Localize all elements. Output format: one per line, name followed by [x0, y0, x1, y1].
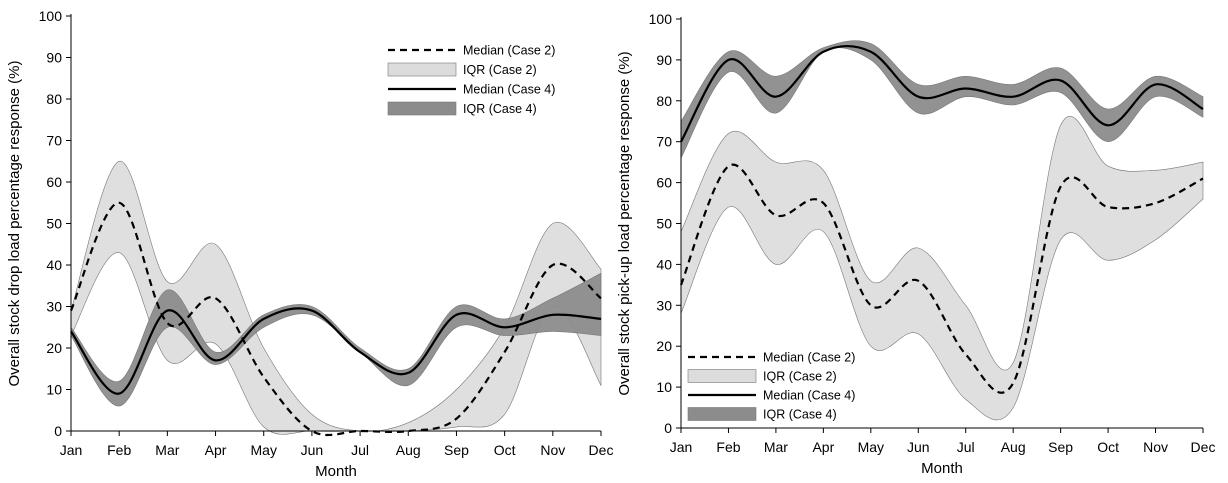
x-tick-label: Oct [1097, 439, 1119, 455]
x-tick-label: Jun [907, 439, 930, 455]
x-tick-label: Jun [301, 442, 324, 458]
legend-label: Median (Case 4) [763, 389, 855, 403]
legend-swatch-band [687, 407, 757, 421]
legend-label: IQR (Case 4) [463, 102, 537, 116]
y-tick-label: 80 [656, 93, 672, 109]
legend-label: IQR (Case 4) [763, 408, 837, 422]
plot-area [679, 40, 1204, 421]
y-tick-label: 10 [656, 379, 672, 395]
legend-label: IQR (Case 2) [463, 63, 537, 77]
x-tick-label: May [251, 442, 277, 458]
x-tick-label: May [858, 439, 884, 455]
legend: Median (Case 2) IQR (Case 2) Median (Case … [687, 351, 855, 422]
legend-label: IQR (Case 2) [763, 370, 837, 384]
legend-item: Median (Case 2) [388, 44, 555, 58]
y-tick-label: 40 [656, 256, 672, 272]
x-tick-label: Nov [1143, 439, 1168, 455]
iqr-band [680, 116, 1204, 421]
x-tick-label: Jul [957, 439, 975, 455]
y-tick-label: 90 [656, 52, 672, 68]
legend: Median (Case 2) IQR (Case 2) Median (Case … [387, 44, 555, 116]
y-tick-label: 100 [649, 11, 673, 27]
y-tick-label: 50 [656, 216, 672, 232]
y-tick-label: 100 [39, 8, 63, 24]
legend-item: Median (Case 4) [688, 389, 855, 403]
legend-item: IQR (Case 4) [387, 101, 537, 116]
legend-item: IQR (Case 2) [687, 369, 837, 384]
x-tick-label: Jul [351, 442, 369, 458]
axes: 0 10 20 30 40 50 60 70 80 90 100 Jan Feb Mar Apr May Jun… [649, 11, 1216, 455]
legend-swatch-band [387, 62, 457, 77]
x-tick-label: Mar [764, 439, 788, 455]
median-line-case-4 [70, 307, 602, 395]
axes: 0 10 20 30 40 50 60 70 80 90 100 Jan Feb Mar Apr May Jun… [39, 8, 614, 458]
y-tick-label: 20 [46, 340, 62, 356]
x-tick-label: Sep [1048, 439, 1073, 455]
y-axis-title: Overall stock pick-up load percentage re… [616, 51, 633, 395]
y-tick-label: 20 [656, 338, 672, 354]
legend-item: IQR (Case 2) [387, 62, 537, 77]
legend-item: Median (Case 2) [688, 351, 855, 365]
x-tick-label: Feb [716, 439, 740, 455]
x-tick-label: Jan [670, 439, 693, 455]
y-tick-label: 0 [664, 420, 672, 436]
x-tick-label: Jan [60, 442, 83, 458]
y-tick-label: 0 [54, 423, 62, 439]
legend-swatch-band [687, 369, 757, 383]
y-tick-label: 70 [46, 133, 62, 149]
y-tick-label: 60 [46, 174, 62, 190]
x-tick-label: Oct [494, 442, 516, 458]
iqr-band [680, 40, 1204, 159]
legend-item: IQR (Case 4) [687, 407, 837, 422]
y-tick-label: 50 [46, 216, 62, 232]
x-tick-label: Nov [540, 442, 565, 458]
x-tick-label: Dec [589, 442, 614, 458]
x-tick-label: Sep [444, 442, 469, 458]
legend-label: Median (Case 2) [763, 351, 855, 365]
x-axis-title: Month [315, 463, 357, 480]
x-tick-label: Mar [155, 442, 179, 458]
x-tick-label: Dec [1191, 439, 1216, 455]
y-tick-label: 70 [656, 134, 672, 150]
legend-label: Median (Case 2) [463, 44, 555, 58]
x-tick-label: Apr [812, 439, 834, 455]
drop-load-chart: 0 10 20 30 40 50 60 70 80 90 100 Jan Feb Mar Apr May Jun… [6, 8, 613, 480]
legend-item: Median (Case 4) [388, 83, 555, 97]
median-line-case-2 [679, 163, 1204, 394]
y-tick-label: 30 [46, 299, 62, 315]
iqr-band [70, 160, 602, 435]
y-tick-label: 60 [656, 175, 672, 191]
median-line-case-2 [69, 201, 602, 437]
pickup-load-chart: 0 10 20 30 40 50 60 70 80 90 100 Jan Feb Mar Apr May Jun… [616, 11, 1215, 477]
legend-label: Median (Case 4) [463, 83, 555, 97]
x-tick-label: Aug [396, 442, 421, 458]
y-tick-label: 80 [46, 91, 62, 107]
x-tick-label: Apr [205, 442, 227, 458]
plot-area [69, 160, 602, 437]
x-tick-label: Feb [107, 442, 131, 458]
y-tick-label: 30 [656, 297, 672, 313]
median-line-case-4 [680, 44, 1204, 143]
legend-swatch-band [387, 101, 457, 116]
y-tick-label: 40 [46, 257, 62, 273]
x-tick-label: Aug [1001, 439, 1026, 455]
y-tick-label: 90 [46, 50, 62, 66]
y-axis-title: Overall stock drop load percentage respo… [6, 60, 23, 386]
y-tick-label: 10 [46, 382, 62, 398]
x-axis-title: Month [921, 460, 963, 477]
iqr-band [70, 272, 602, 407]
